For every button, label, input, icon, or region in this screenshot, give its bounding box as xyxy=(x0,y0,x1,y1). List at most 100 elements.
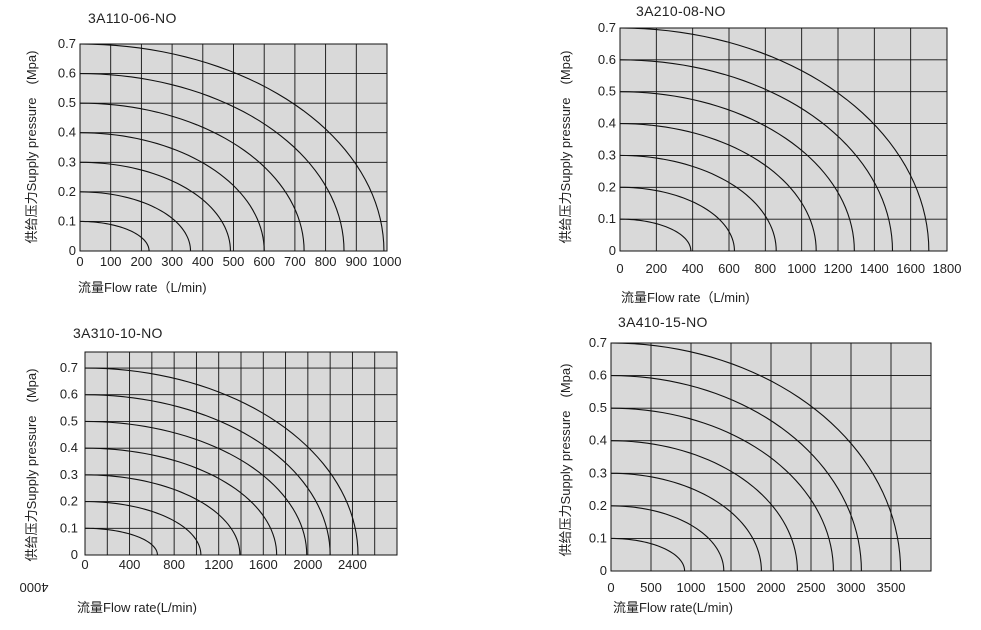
curve-0.2-mpa xyxy=(610,505,725,572)
curve-0.5-mpa xyxy=(84,420,308,556)
stray-tick-label: 4000 xyxy=(20,580,49,595)
x-tick-label: 600 xyxy=(253,254,275,269)
y-tick-label: 0.4 xyxy=(598,116,616,131)
x-axis-label: 流量Flow rate(L/min) xyxy=(613,600,733,615)
y-tick-label: 0.6 xyxy=(58,66,76,81)
curve-0.3-mpa xyxy=(610,472,762,572)
x-tick-label: 1600 xyxy=(249,557,278,572)
x-tick-label: 800 xyxy=(754,261,776,276)
curve-0.5-mpa xyxy=(79,102,305,252)
x-tick-label: 1600 xyxy=(896,261,925,276)
x-axis-label: 流量Flow rate（L/min) xyxy=(78,280,207,295)
chart-title: 3A210-08-NO xyxy=(636,3,726,19)
curve-0.7-mpa xyxy=(84,367,359,556)
y-tick-label: 0.4 xyxy=(58,125,76,140)
x-tick-label: 1000 xyxy=(373,254,402,269)
x-tick-label: 800 xyxy=(163,557,185,572)
y-tick-label: 0.1 xyxy=(589,530,607,545)
chart-1: 3A110-06-NO 0 100 200 300 400 500 600 700 800 900 1… xyxy=(24,10,401,295)
y-tick-label: 0.7 xyxy=(60,360,78,375)
curve-0.4-mpa xyxy=(79,132,265,252)
x-axis-label: 流量Flow rate（L/min) xyxy=(621,290,750,305)
curve-0.2-mpa xyxy=(619,186,735,252)
curve-0.5-mpa xyxy=(619,91,855,252)
x-tick-label: 500 xyxy=(223,254,245,269)
y-tick-label: 0.5 xyxy=(589,400,607,415)
y-tick-label: 0.7 xyxy=(58,36,76,51)
x-tick-label: 200 xyxy=(131,254,153,269)
x-tick-label: 800 xyxy=(315,254,337,269)
x-tick-label: 400 xyxy=(119,557,141,572)
y-tick-label: 0.2 xyxy=(60,494,78,509)
x-tick-label: 2500 xyxy=(797,580,826,595)
curve-0.5-mpa xyxy=(610,407,834,572)
curve-0.3-mpa xyxy=(619,154,777,252)
curve-0.2-mpa xyxy=(84,501,202,556)
curve-0.3-mpa xyxy=(79,161,231,252)
y-tick-label: 0.4 xyxy=(60,440,78,455)
y-axis-label: 供给压力Supply pressure (Mpa) xyxy=(24,51,39,244)
x-tick-label: 0 xyxy=(607,580,614,595)
curve-0.3-mpa xyxy=(84,474,241,556)
y-tick-label: 0.5 xyxy=(60,413,78,428)
x-tick-label: 3000 xyxy=(837,580,866,595)
y-axis-label: 供给压力Supply pressure (Mpa) xyxy=(558,364,573,557)
y-tick-label: 0.3 xyxy=(60,467,78,482)
x-tick-label: 3500 xyxy=(877,580,906,595)
y-tick-label: 0.3 xyxy=(589,465,607,480)
x-tick-label: 400 xyxy=(682,261,704,276)
y-tick-label: 0.3 xyxy=(58,154,76,169)
x-tick-label: 300 xyxy=(161,254,183,269)
curve-0.6-mpa xyxy=(610,375,862,572)
curve-0.4-mpa xyxy=(84,447,278,556)
x-tick-label: 0 xyxy=(76,254,83,269)
y-tick-label: 0.6 xyxy=(60,387,78,402)
y-tick-label: 0.1 xyxy=(598,211,616,226)
x-tick-label: 0 xyxy=(81,557,88,572)
y-tick-label: 0 xyxy=(609,243,616,258)
x-tick-label: 1800 xyxy=(933,261,962,276)
curve-0.1-mpa xyxy=(610,537,686,572)
curve-0.6-mpa xyxy=(619,59,894,252)
x-tick-label: 100 xyxy=(100,254,122,269)
y-tick-label: 0 xyxy=(69,243,76,258)
y-tick-label: 0.2 xyxy=(589,498,607,513)
x-tick-label: 600 xyxy=(718,261,740,276)
x-tick-label: 1400 xyxy=(860,261,889,276)
x-tick-label: 0 xyxy=(616,261,623,276)
y-tick-label: 0.2 xyxy=(58,184,76,199)
y-tick-label: 0.6 xyxy=(598,52,616,67)
y-tick-label: 0.5 xyxy=(58,95,76,110)
curve-0.2-mpa xyxy=(79,191,192,252)
x-axis-label: 流量Flow rate(L/min) xyxy=(77,600,197,615)
y-tick-label: 0.2 xyxy=(598,179,616,194)
x-tick-label: 2000 xyxy=(293,557,322,572)
x-tick-label: 2000 xyxy=(757,580,786,595)
x-tick-label: 1200 xyxy=(824,261,853,276)
y-axis-label: 供给压力Supply pressure (Mpa) xyxy=(558,51,573,244)
plot-area xyxy=(619,27,948,252)
x-tick-label: 2400 xyxy=(338,557,367,572)
curve-0.7-mpa xyxy=(79,43,385,252)
y-tick-label: 0.1 xyxy=(60,520,78,535)
curve-0.1-mpa xyxy=(84,527,158,556)
chart-3: 3A310-10-NO 0 400 800 1200 1600 2000 2400 0 0.1 0.… xyxy=(20,325,398,615)
y-tick-label: 0 xyxy=(71,547,78,562)
curve-0.1-mpa xyxy=(619,218,692,252)
curve-0.7-mpa xyxy=(610,342,902,572)
chart-4: 3A410-15-NO 0 500 1000 1500 2000 2500 3000 3500 0… xyxy=(558,314,932,615)
chart-2: 3A210-08-NO 0 200 400 600 800 1000 1200 1400 1600… xyxy=(558,3,961,305)
curve-0.6-mpa xyxy=(79,73,345,252)
curve-0.6-mpa xyxy=(84,394,331,556)
y-tick-label: 0.3 xyxy=(598,147,616,162)
curve-0.1-mpa xyxy=(79,220,150,252)
x-tick-label: 900 xyxy=(345,254,367,269)
y-axis-label: 供给压力Supply pressure (Mpa) xyxy=(24,369,39,562)
curve-0.4-mpa xyxy=(610,440,798,572)
y-tick-label: 0.7 xyxy=(598,20,616,35)
x-tick-label: 1500 xyxy=(717,580,746,595)
y-tick-label: 0.1 xyxy=(58,213,76,228)
x-tick-label: 400 xyxy=(192,254,214,269)
curve-0.7-mpa xyxy=(619,27,930,252)
